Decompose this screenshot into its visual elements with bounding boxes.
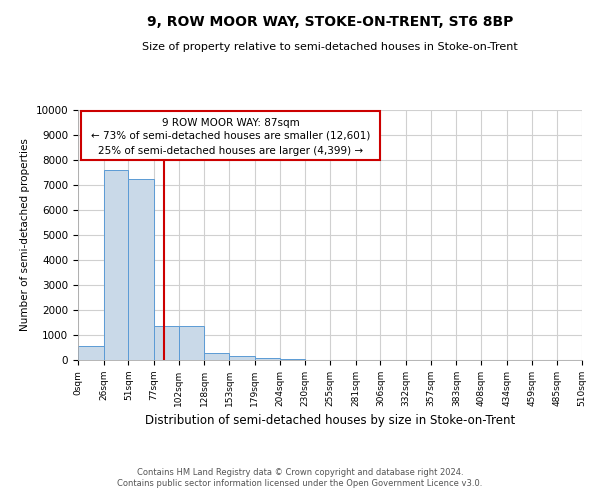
Text: Size of property relative to semi-detached houses in Stoke-on-Trent: Size of property relative to semi-detach… <box>142 42 518 52</box>
Text: 25% of semi-detached houses are larger (4,399) →: 25% of semi-detached houses are larger (… <box>98 146 363 156</box>
Bar <box>154 326 179 360</box>
Bar <box>205 352 229 360</box>
Bar <box>179 326 205 360</box>
Text: 9, ROW MOOR WAY, STOKE-ON-TRENT, ST6 8BP: 9, ROW MOOR WAY, STOKE-ON-TRENT, ST6 8BP <box>147 15 513 29</box>
Bar <box>78 346 104 360</box>
Bar <box>255 358 280 360</box>
Bar <box>280 358 305 360</box>
Text: Contains HM Land Registry data © Crown copyright and database right 2024.
Contai: Contains HM Land Registry data © Crown c… <box>118 468 482 487</box>
FancyBboxPatch shape <box>80 112 380 160</box>
Bar <box>229 356 255 360</box>
Y-axis label: Number of semi-detached properties: Number of semi-detached properties <box>20 138 30 332</box>
Bar <box>104 170 128 360</box>
Text: ← 73% of semi-detached houses are smaller (12,601): ← 73% of semi-detached houses are smalle… <box>91 131 370 141</box>
X-axis label: Distribution of semi-detached houses by size in Stoke-on-Trent: Distribution of semi-detached houses by … <box>145 414 515 428</box>
Text: 9 ROW MOOR WAY: 87sqm: 9 ROW MOOR WAY: 87sqm <box>161 118 299 128</box>
Bar <box>128 179 154 360</box>
